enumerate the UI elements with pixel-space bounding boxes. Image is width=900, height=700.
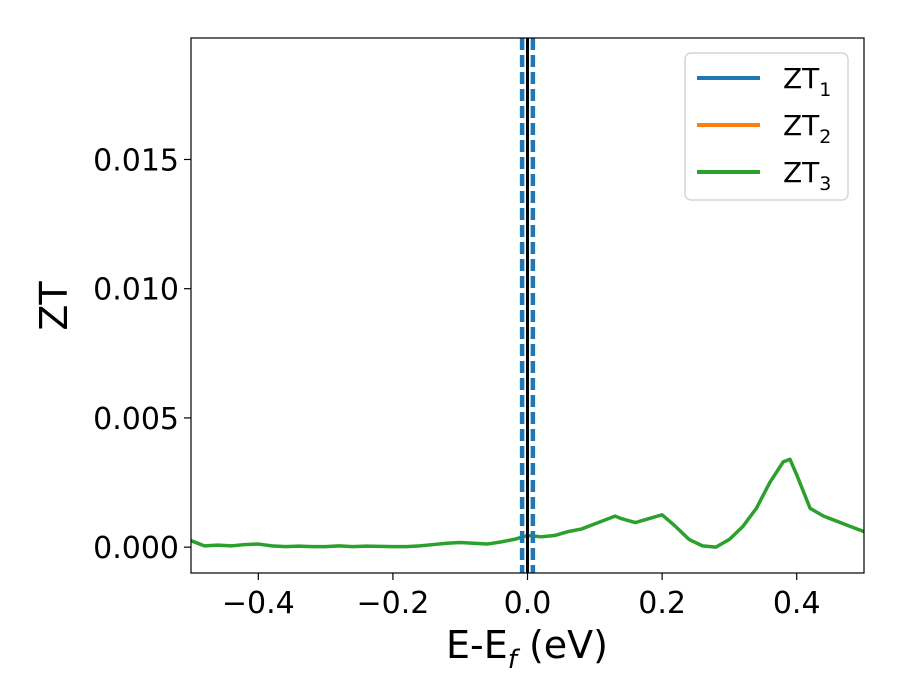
x-axis-label-main: E-E: [446, 623, 508, 667]
legend: ZT1 ZT2 ZT3: [684, 52, 849, 201]
series-line-zt3: [191, 457, 864, 549]
legend-entry-label: ZT2: [783, 109, 831, 148]
legend-entry-label: ZT1: [783, 62, 831, 101]
x-tick-label: 0.0: [504, 586, 552, 621]
y-tick-label: 0.015: [93, 143, 179, 178]
y-tick-label: 0.010: [93, 273, 179, 308]
y-tick-label: 0.000: [93, 531, 179, 566]
x-axis: −0.4 −0.2 0.0 0.2 0.4: [222, 573, 821, 621]
legend-box: [684, 52, 849, 201]
x-axis-label: E-Ef (eV): [446, 623, 608, 675]
x-tick-label: 0.4: [773, 586, 821, 621]
plot-area: [190, 37, 865, 574]
x-tick-label: −0.4: [222, 586, 295, 621]
x-axis-label-unit: (eV): [517, 623, 608, 667]
x-tick-label: −0.2: [356, 586, 429, 621]
x-tick-label: 0.2: [638, 586, 686, 621]
y-axis-label: ZT: [32, 281, 76, 331]
y-tick-label: 0.005: [93, 402, 179, 437]
plot-content: [191, 38, 864, 573]
y-axis: 0.000 0.005 0.010 0.015: [93, 143, 191, 566]
legend-entry-label: ZT3: [783, 156, 831, 195]
